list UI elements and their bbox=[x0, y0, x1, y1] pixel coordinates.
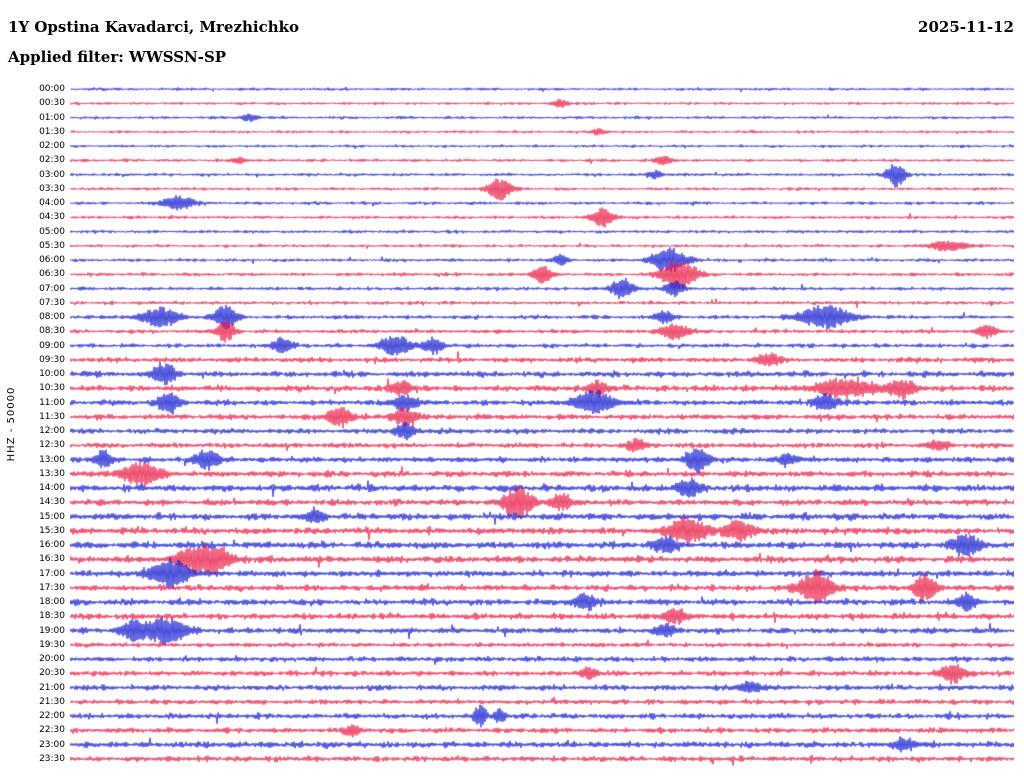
time-tick-label: 23:00 bbox=[39, 739, 65, 750]
time-tick-label: 10:00 bbox=[39, 369, 65, 380]
time-tick-label: 14:30 bbox=[39, 497, 65, 508]
time-tick-label: 11:00 bbox=[39, 397, 65, 408]
time-tick-label: 10:30 bbox=[39, 383, 65, 394]
time-tick-label: 16:30 bbox=[39, 554, 65, 565]
time-tick-label: 04:30 bbox=[39, 212, 65, 223]
time-tick-label: 16:00 bbox=[39, 540, 65, 551]
time-tick-label: 00:30 bbox=[39, 98, 65, 109]
time-tick-label: 13:30 bbox=[39, 468, 65, 479]
time-tick-label: 09:00 bbox=[39, 340, 65, 351]
time-tick-label: 12:00 bbox=[39, 426, 65, 437]
time-tick-label: 01:30 bbox=[39, 126, 65, 137]
time-tick-label: 19:00 bbox=[39, 625, 65, 636]
time-tick-label: 18:30 bbox=[39, 611, 65, 622]
time-tick-label: 07:30 bbox=[39, 297, 65, 308]
time-tick-label: 04:00 bbox=[39, 198, 65, 209]
time-tick-label: 08:30 bbox=[39, 326, 65, 337]
time-tick-label: 05:00 bbox=[39, 226, 65, 237]
time-tick-label: 06:00 bbox=[39, 255, 65, 266]
time-tick-label: 09:30 bbox=[39, 354, 65, 365]
time-tick-label: 20:30 bbox=[39, 668, 65, 679]
time-tick-label: 22:30 bbox=[39, 725, 65, 736]
time-tick-label: 23:30 bbox=[39, 753, 65, 764]
time-tick-label: 17:30 bbox=[39, 582, 65, 593]
station-title: 1Y Opstina Kavadarci, Mrezhichko bbox=[8, 18, 300, 36]
time-tick-label: 08:00 bbox=[39, 312, 65, 323]
applied-filter-label: Applied filter: WWSSN-SP bbox=[8, 48, 227, 66]
seismogram-traces-canvas bbox=[70, 82, 1014, 766]
y-axis-channel-label: HHZ - 50000 bbox=[6, 386, 17, 462]
time-tick-label: 15:00 bbox=[39, 511, 65, 522]
time-tick-label: 20:00 bbox=[39, 654, 65, 665]
time-tick-label: 22:00 bbox=[39, 711, 65, 722]
time-tick-label: 21:00 bbox=[39, 682, 65, 693]
time-tick-label: 14:00 bbox=[39, 483, 65, 494]
time-tick-label: 07:00 bbox=[39, 283, 65, 294]
time-tick-label: 00:00 bbox=[39, 84, 65, 95]
time-tick-label: 01:00 bbox=[39, 112, 65, 123]
time-tick-label: 15:30 bbox=[39, 525, 65, 536]
time-tick-label: 05:30 bbox=[39, 240, 65, 251]
time-tick-label: 13:00 bbox=[39, 454, 65, 465]
date-label: 2025-11-12 bbox=[918, 18, 1014, 36]
time-tick-label: 12:30 bbox=[39, 440, 65, 451]
time-tick-label: 02:00 bbox=[39, 141, 65, 152]
time-tick-label: 02:30 bbox=[39, 155, 65, 166]
time-tick-label: 18:00 bbox=[39, 597, 65, 608]
time-tick-label: 17:00 bbox=[39, 568, 65, 579]
seismogram-plot-area: HHZ - 50000 00:00 00:30 01:00 01:30 02:00 02:… bbox=[6, 82, 1014, 766]
time-tick-label: 06:30 bbox=[39, 269, 65, 280]
time-tick-label: 19:30 bbox=[39, 639, 65, 650]
time-tick-label: 21:30 bbox=[39, 696, 65, 707]
time-tick-label: 03:30 bbox=[39, 183, 65, 194]
time-tick-label: 03:00 bbox=[39, 169, 65, 180]
time-tick-label: 11:30 bbox=[39, 411, 65, 422]
